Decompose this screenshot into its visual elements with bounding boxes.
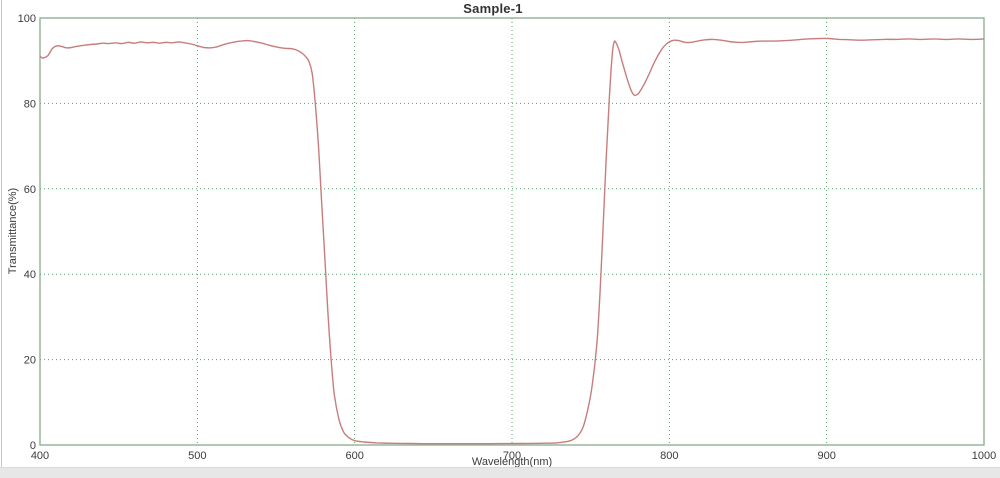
- x-tick-label: 500: [188, 450, 206, 462]
- window-left-edge: [1, 0, 2, 468]
- x-tick-label: 800: [660, 450, 678, 462]
- y-tick-label: 100: [18, 13, 36, 25]
- y-tick-label: 60: [24, 184, 36, 196]
- chart-title: Sample-1: [463, 1, 523, 16]
- x-axis-label: Wavelength(nm): [471, 456, 553, 468]
- y-tick-label: 0: [30, 440, 36, 452]
- x-tick-label: 600: [345, 450, 363, 462]
- plot-frame: [39, 17, 985, 446]
- y-tick-label: 40: [24, 269, 36, 281]
- spectral-curve: [40, 37, 984, 445]
- y-tick-label: 20: [24, 355, 36, 367]
- x-tick-label: 900: [817, 450, 835, 462]
- window-bottom-strip: [0, 467, 1000, 478]
- x-tick-label: 700: [503, 450, 521, 462]
- x-tick-label: 1000: [972, 450, 996, 462]
- x-tick-label: 400: [31, 450, 49, 462]
- y-tick-label: 80: [24, 98, 36, 110]
